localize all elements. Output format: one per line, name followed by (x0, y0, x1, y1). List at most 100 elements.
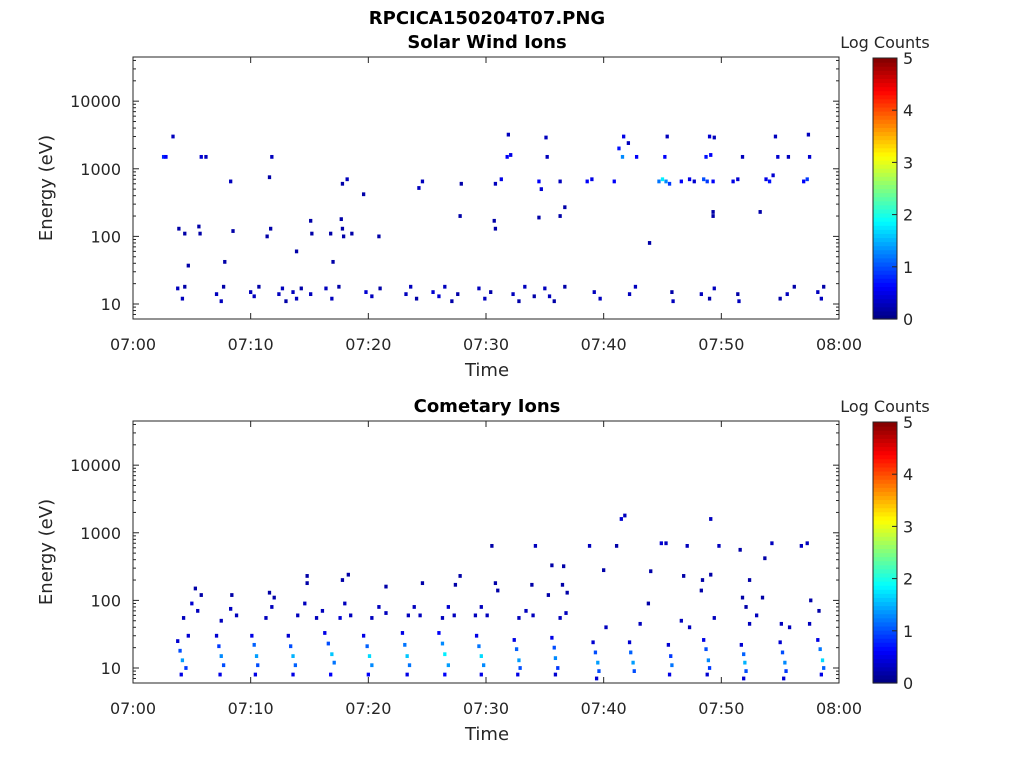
heatmap-cell (196, 608, 200, 613)
heatmap-cell (763, 556, 767, 561)
heatmap-cell (443, 284, 447, 289)
heatmap-cell (440, 641, 445, 646)
colorbar-segment (873, 245, 897, 251)
colorbar-segment (873, 556, 897, 562)
heatmap-cell (760, 595, 765, 600)
heatmap-cell (669, 654, 673, 658)
heatmap-cell (340, 578, 345, 582)
heatmap-cell (623, 513, 627, 518)
heatmap-cell (816, 638, 820, 642)
heatmap-cell (384, 584, 388, 589)
heatmap-cell (771, 173, 775, 178)
colorbar-segment (873, 229, 897, 234)
colorbar-segment (873, 499, 897, 505)
heatmap-cell (560, 582, 565, 587)
colorbar-segment (873, 164, 897, 169)
x-tick-label: 07:00 (110, 699, 156, 718)
heatmap-cell (506, 132, 510, 137)
colorbar-segment (873, 523, 897, 529)
heatmap-cell (517, 658, 521, 663)
heatmap-cell (558, 179, 562, 184)
colorbar-segment (873, 78, 897, 84)
heatmap-cell (562, 564, 566, 569)
colorbar-segment (873, 507, 897, 513)
plot-frame (132, 56, 840, 320)
heatmap-cell (709, 572, 713, 577)
heatmap-cell (199, 154, 203, 159)
heatmap-cell (807, 154, 812, 159)
colorbar-segment (873, 462, 897, 468)
colorbar-tick-label: 2 (903, 570, 913, 589)
x-tick-label: 07:20 (345, 335, 391, 354)
heatmap-cell (737, 299, 741, 304)
heatmap-cell (619, 517, 623, 521)
heatmap-cell (252, 294, 256, 299)
heatmap-cell (183, 231, 187, 236)
heatmap-cell (711, 210, 715, 214)
colorbar-segment (873, 617, 897, 623)
colorbar-segment (873, 568, 897, 574)
colorbar-segment (873, 265, 897, 271)
colorbar-tick-label: 5 (903, 49, 913, 68)
heatmap-cell (459, 181, 463, 186)
heatmap-cell (709, 153, 713, 157)
heatmap-cells (161, 132, 826, 304)
heatmap-cell (646, 601, 651, 606)
colorbar-segment (873, 503, 897, 509)
heatmap-cell (161, 154, 166, 159)
heatmap-cell (531, 613, 535, 618)
heatmap-cell (493, 226, 498, 231)
colorbar-segment (873, 119, 897, 124)
colorbar-tick-label: 1 (903, 258, 913, 277)
colorbar-segment (873, 666, 897, 672)
colorbar-segment (873, 314, 897, 320)
heatmap-cell (431, 290, 435, 294)
heatmap-cell (361, 192, 366, 197)
heatmap-cell (190, 601, 194, 606)
heatmap-cell (638, 621, 642, 626)
heatmap-cell (418, 613, 422, 618)
colorbar-segment (873, 176, 897, 181)
heatmap-cell (712, 616, 716, 620)
heatmap-cell (479, 672, 483, 677)
heatmap-cell (633, 284, 638, 289)
heatmap-cell (517, 616, 521, 620)
heatmap-cell (254, 654, 259, 658)
colorbar-segment (873, 204, 897, 210)
colorbar-segment (873, 225, 897, 230)
heatmap-cell (180, 658, 185, 663)
heatmap-cell (758, 210, 762, 214)
colorbar-segment (873, 430, 897, 435)
heatmap-cell (742, 676, 746, 681)
heatmap-cell (405, 654, 409, 658)
heatmap-cell (552, 299, 556, 304)
heatmap-cell (590, 177, 594, 182)
heatmap-cell (692, 179, 696, 184)
heatmap-cell (707, 134, 712, 139)
heatmap-cell (537, 215, 541, 220)
heatmap-cell (663, 154, 667, 159)
heatmap-cell (592, 290, 596, 294)
heatmap-cell (711, 179, 715, 184)
colorbar-segment (873, 658, 897, 664)
heatmap-cell (474, 633, 479, 638)
colorbar-segment (873, 560, 897, 566)
y-tick-label: 10 (101, 659, 121, 678)
heatmap-cell (364, 290, 368, 294)
colorbar-segment (873, 548, 897, 554)
colorbar-segment (873, 159, 897, 165)
colorbar-segment (873, 662, 897, 668)
heatmap-cell (330, 296, 334, 301)
heatmap-cells (176, 513, 826, 681)
colorbar-segment (873, 634, 897, 639)
heatmap-cell (699, 292, 703, 297)
heatmap-cell (492, 218, 496, 223)
heatmap-cell (664, 179, 668, 184)
heatmap-cell (269, 226, 273, 231)
heatmap-cell (366, 672, 370, 677)
colorbar-segment (873, 188, 897, 194)
heatmap-cell (556, 666, 560, 670)
heatmap-cell (176, 639, 180, 643)
heatmap-cell (634, 154, 639, 159)
heatmap-cell (511, 292, 515, 297)
